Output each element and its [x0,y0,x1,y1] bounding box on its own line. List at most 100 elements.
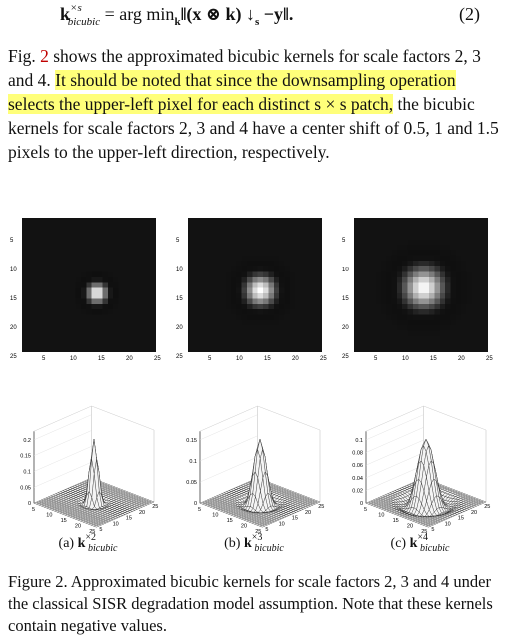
kernel-image-xtick: 15 [98,356,105,362]
kernel-image-ytick: 25 [176,354,183,360]
kernel-image-xtick: 15 [264,356,271,362]
surface-ytick: 20 [305,510,311,516]
surface-back-edge [365,405,424,432]
surface-ytick: 15 [292,516,298,522]
surface-gridline [33,461,92,488]
kernel-image-ytick: 5 [342,238,346,244]
kernel-image-ytick: 15 [342,296,349,302]
kernel-image-ytick: 15 [10,296,17,302]
kernel-image-ytick: 10 [176,267,183,273]
surface-gridline [365,439,424,466]
subfigure-label-x4: (c) k×4bicubic [390,532,450,554]
surface-ztick: 0 [28,501,31,507]
surface-back-edge [91,405,155,431]
kernel-image-xtick: 10 [70,356,77,362]
surface-gridline [199,456,258,483]
surface-ztick: 0.1 [189,459,197,465]
figure-caption: Figure 2. Approximated bicubic kernels f… [8,572,493,635]
surface-back-edge [199,405,258,432]
surface-ztick: 0.02 [352,489,363,495]
surface-ytick: 5 [431,527,434,533]
surface-ytick: 5 [99,527,102,533]
surface-gridline [365,414,424,441]
subfigure-label-x3: (b) k×3bicubic [224,532,284,554]
surface-ztick: 0.15 [20,454,31,460]
surface-ztick: 0.05 [186,480,197,486]
kernel-image-x4 [354,218,488,352]
surface-ztick: 0.1 [23,470,31,476]
surface-gridline [199,414,258,441]
surface-ztick: 0.15 [186,438,197,444]
surface-xtick: 25 [255,529,261,535]
kernel-image-xtick: 20 [292,356,299,362]
surface-xtick: 20 [407,524,413,530]
surface-ytick: 10 [279,521,285,527]
surface-mesh-cell [425,524,432,528]
surface-ytick: 5 [265,527,268,533]
surface-gridline [365,427,424,453]
kernel-image-xtick: 5 [208,356,212,362]
surface-back-edge [423,405,487,431]
surface-back-edge [33,405,92,432]
surface-ytick: 10 [445,521,451,527]
kernel-image-ytick: 20 [10,325,17,331]
surface-ytick: 25 [484,504,490,510]
surface-mesh-cell [93,524,100,528]
kernel-image-xtick: 20 [126,356,133,362]
kernel-image-xtick: 10 [402,356,409,362]
kernel-image-xtick: 25 [320,356,327,362]
kernel-image-ytick: 25 [342,354,349,360]
surface-back-edge [257,405,321,431]
surface-xtick: 15 [227,518,233,524]
surface-xtick: 25 [89,529,95,535]
surface-ztick: 0.2 [23,438,31,444]
equation-2: k×sbicubic = arg mink‖(x ⊗ k) ↓s −y‖. (2… [60,2,480,28]
surface-xtick: 5 [198,507,201,513]
surface-xtick: 10 [46,513,52,519]
surface-ytick: 10 [113,521,119,527]
kernel-image-ytick: 5 [10,238,14,244]
surface-ztick: 0.05 [20,485,31,491]
surface-xtick: 10 [378,513,384,519]
surface-ytick: 15 [126,516,132,522]
kernel-image-ytick: 15 [176,296,183,302]
surface-ytick: 20 [139,510,145,516]
surface-gridline [365,452,424,479]
surface-gridline [199,435,258,462]
kernel-image-xtick: 5 [374,356,378,362]
equation-number: (2) [459,4,480,24]
surface-xtick: 10 [212,513,218,519]
surface-ztick: 0.06 [352,463,363,469]
surface-xtick: 15 [61,518,67,524]
surface-ztick: 0 [360,501,363,507]
highlighted-text: It should be noted that since the downsa… [8,70,456,114]
surface-xtick: 15 [393,518,399,524]
kernel-image-x2 [22,218,156,352]
surface-ytick: 15 [458,516,464,522]
surface-gridline [365,465,424,491]
kernel-image-xtick: 25 [154,356,161,362]
surface-xtick: 20 [241,524,247,530]
surface-ytick: 25 [318,504,324,510]
kernel-image-ytick: 5 [176,238,180,244]
kernel-image-ytick: 20 [176,325,183,331]
surface-ytick: 20 [471,510,477,516]
subfigure-label-x2: (a) k×2bicubic [58,532,118,554]
surface-mesh-cell [259,524,266,528]
kernel-image-xtick: 15 [430,356,437,362]
kernel-symbol: k [60,4,71,24]
surface-gridline [33,414,92,441]
surface-ytick: 25 [152,504,158,510]
kernel-image-ytick: 20 [342,325,349,331]
surface-gridline [33,430,92,456]
surface-xtick: 5 [32,507,35,513]
kernel-image-ytick: 10 [342,267,349,273]
kernel-image-xtick: 25 [486,356,493,362]
surface-ztick: 0.04 [352,476,363,482]
kernel-image-xtick: 5 [42,356,46,362]
figure-ref-link[interactable]: 2 [40,46,49,66]
kernel-image-ytick: 25 [10,354,17,360]
surface-xtick: 20 [75,524,81,530]
